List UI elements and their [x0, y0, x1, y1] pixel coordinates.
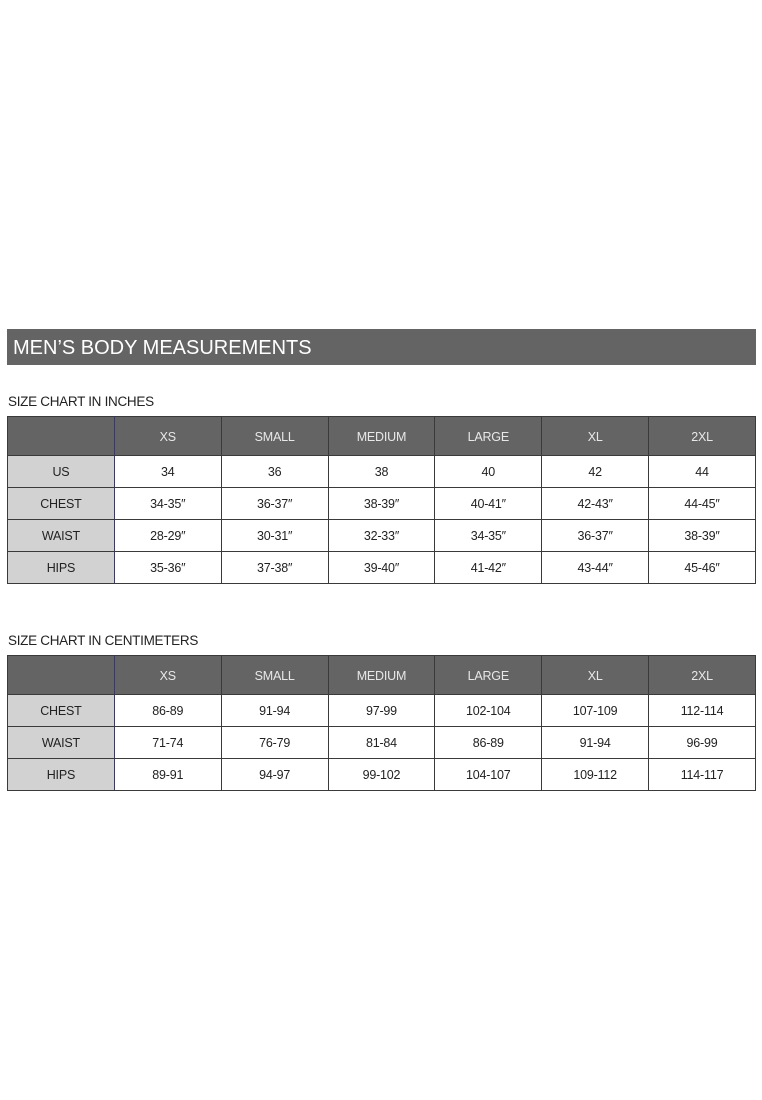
measurement-cell: 94-97	[220, 758, 329, 791]
measurement-cell: 28-29″	[113, 519, 222, 552]
measurement-cell: 43-44″	[541, 551, 650, 584]
measurement-cell: 109-112	[541, 758, 650, 791]
size-header-cell: 2XL	[648, 655, 756, 695]
size-header-cell: XS	[113, 416, 222, 456]
inches-section-label: SIZE CHART IN INCHES	[8, 394, 154, 409]
measurement-cell: 76-79	[220, 726, 329, 759]
size-header-cell: XL	[541, 416, 650, 456]
measurement-cell: 102-104	[434, 694, 543, 727]
size-header-cell: SMALL	[220, 655, 329, 695]
measurement-cell: 38-39″	[648, 519, 756, 552]
row-label-cell: HIPS	[7, 758, 115, 791]
measurement-cell: 34-35″	[434, 519, 543, 552]
measurement-cell: 81-84	[327, 726, 436, 759]
measurement-cell: 42-43″	[541, 487, 650, 520]
inches-size-table: XS SMALL MEDIUM LARGE XL 2XL US 34 36 38 40 42 44 CH…	[7, 416, 756, 584]
measurement-cell: 40	[434, 455, 543, 488]
centimeters-size-table: XS SMALL MEDIUM LARGE XL 2XL CHEST 86-89 91-94 9…	[7, 655, 756, 791]
measurement-cell: 71-74	[113, 726, 222, 759]
measurement-cell: 97-99	[327, 694, 436, 727]
measurement-cell: 40-41″	[434, 487, 543, 520]
measurement-cell: 41-42″	[434, 551, 543, 584]
row-label-cell: WAIST	[7, 519, 115, 552]
size-header-cell: LARGE	[434, 655, 543, 695]
measurement-cell: 38	[327, 455, 436, 488]
measurement-cell: 99-102	[327, 758, 436, 791]
header-corner-cell	[7, 655, 115, 695]
measurement-cell: 86-89	[434, 726, 543, 759]
table-row: US 34 36 38 40 42 44	[7, 455, 756, 488]
table-row: CHEST 34-35″ 36-37″ 38-39″ 40-41″ 42-43″ 44-45…	[7, 487, 756, 520]
size-header-cell: LARGE	[434, 416, 543, 456]
measurement-cell: 38-39″	[327, 487, 436, 520]
page-title: MEN’S BODY MEASUREMENTS	[7, 329, 756, 365]
measurement-cell: 37-38″	[220, 551, 329, 584]
measurement-cell: 36	[220, 455, 329, 488]
measurement-cell: 91-94	[541, 726, 650, 759]
measurement-cell: 36-37″	[220, 487, 329, 520]
measurement-cell: 39-40″	[327, 551, 436, 584]
measurement-cell: 45-46″	[648, 551, 756, 584]
table-header-row: XS SMALL MEDIUM LARGE XL 2XL	[7, 655, 756, 695]
measurement-cell: 34-35″	[113, 487, 222, 520]
measurement-cell: 36-37″	[541, 519, 650, 552]
measurement-cell: 42	[541, 455, 650, 488]
measurement-cell: 114-117	[648, 758, 756, 791]
row-label-cell: CHEST	[7, 487, 115, 520]
measurement-cell: 44-45″	[648, 487, 756, 520]
measurement-cell: 44	[648, 455, 756, 488]
measurement-cell: 35-36″	[113, 551, 222, 584]
centimeters-section-label: SIZE CHART IN CENTIMETERS	[8, 633, 199, 648]
size-header-cell: MEDIUM	[327, 416, 436, 456]
row-label-cell: HIPS	[7, 551, 115, 584]
row-label-cell: WAIST	[7, 726, 115, 759]
measurement-cell: 91-94	[220, 694, 329, 727]
table-row: HIPS 35-36″ 37-38″ 39-40″ 41-42″ 43-44″ 45-46″	[7, 551, 756, 584]
header-corner-cell	[7, 416, 115, 456]
measurement-cell: 112-114	[648, 694, 756, 727]
row-label-cell: CHEST	[7, 694, 115, 727]
table-row: WAIST 71-74 76-79 81-84 86-89 91-94 96-99	[7, 726, 756, 759]
size-header-cell: SMALL	[220, 416, 329, 456]
measurement-cell: 34	[113, 455, 222, 488]
measurement-cell: 96-99	[648, 726, 756, 759]
table-header-row: XS SMALL MEDIUM LARGE XL 2XL	[7, 416, 756, 456]
table-row: CHEST 86-89 91-94 97-99 102-104 107-109 112-11…	[7, 694, 756, 727]
measurement-cell: 89-91	[113, 758, 222, 791]
measurement-cell: 104-107	[434, 758, 543, 791]
table-row: HIPS 89-91 94-97 99-102 104-107 109-112 114-11…	[7, 758, 756, 791]
row-label-cell: US	[7, 455, 115, 488]
measurement-cell: 32-33″	[327, 519, 436, 552]
measurement-cell: 107-109	[541, 694, 650, 727]
size-header-cell: XL	[541, 655, 650, 695]
size-header-cell: XS	[113, 655, 222, 695]
measurement-cell: 30-31″	[220, 519, 329, 552]
size-header-cell: MEDIUM	[327, 655, 436, 695]
table-row: WAIST 28-29″ 30-31″ 32-33″ 34-35″ 36-37″ 38-39…	[7, 519, 756, 552]
size-header-cell: 2XL	[648, 416, 756, 456]
measurement-cell: 86-89	[113, 694, 222, 727]
